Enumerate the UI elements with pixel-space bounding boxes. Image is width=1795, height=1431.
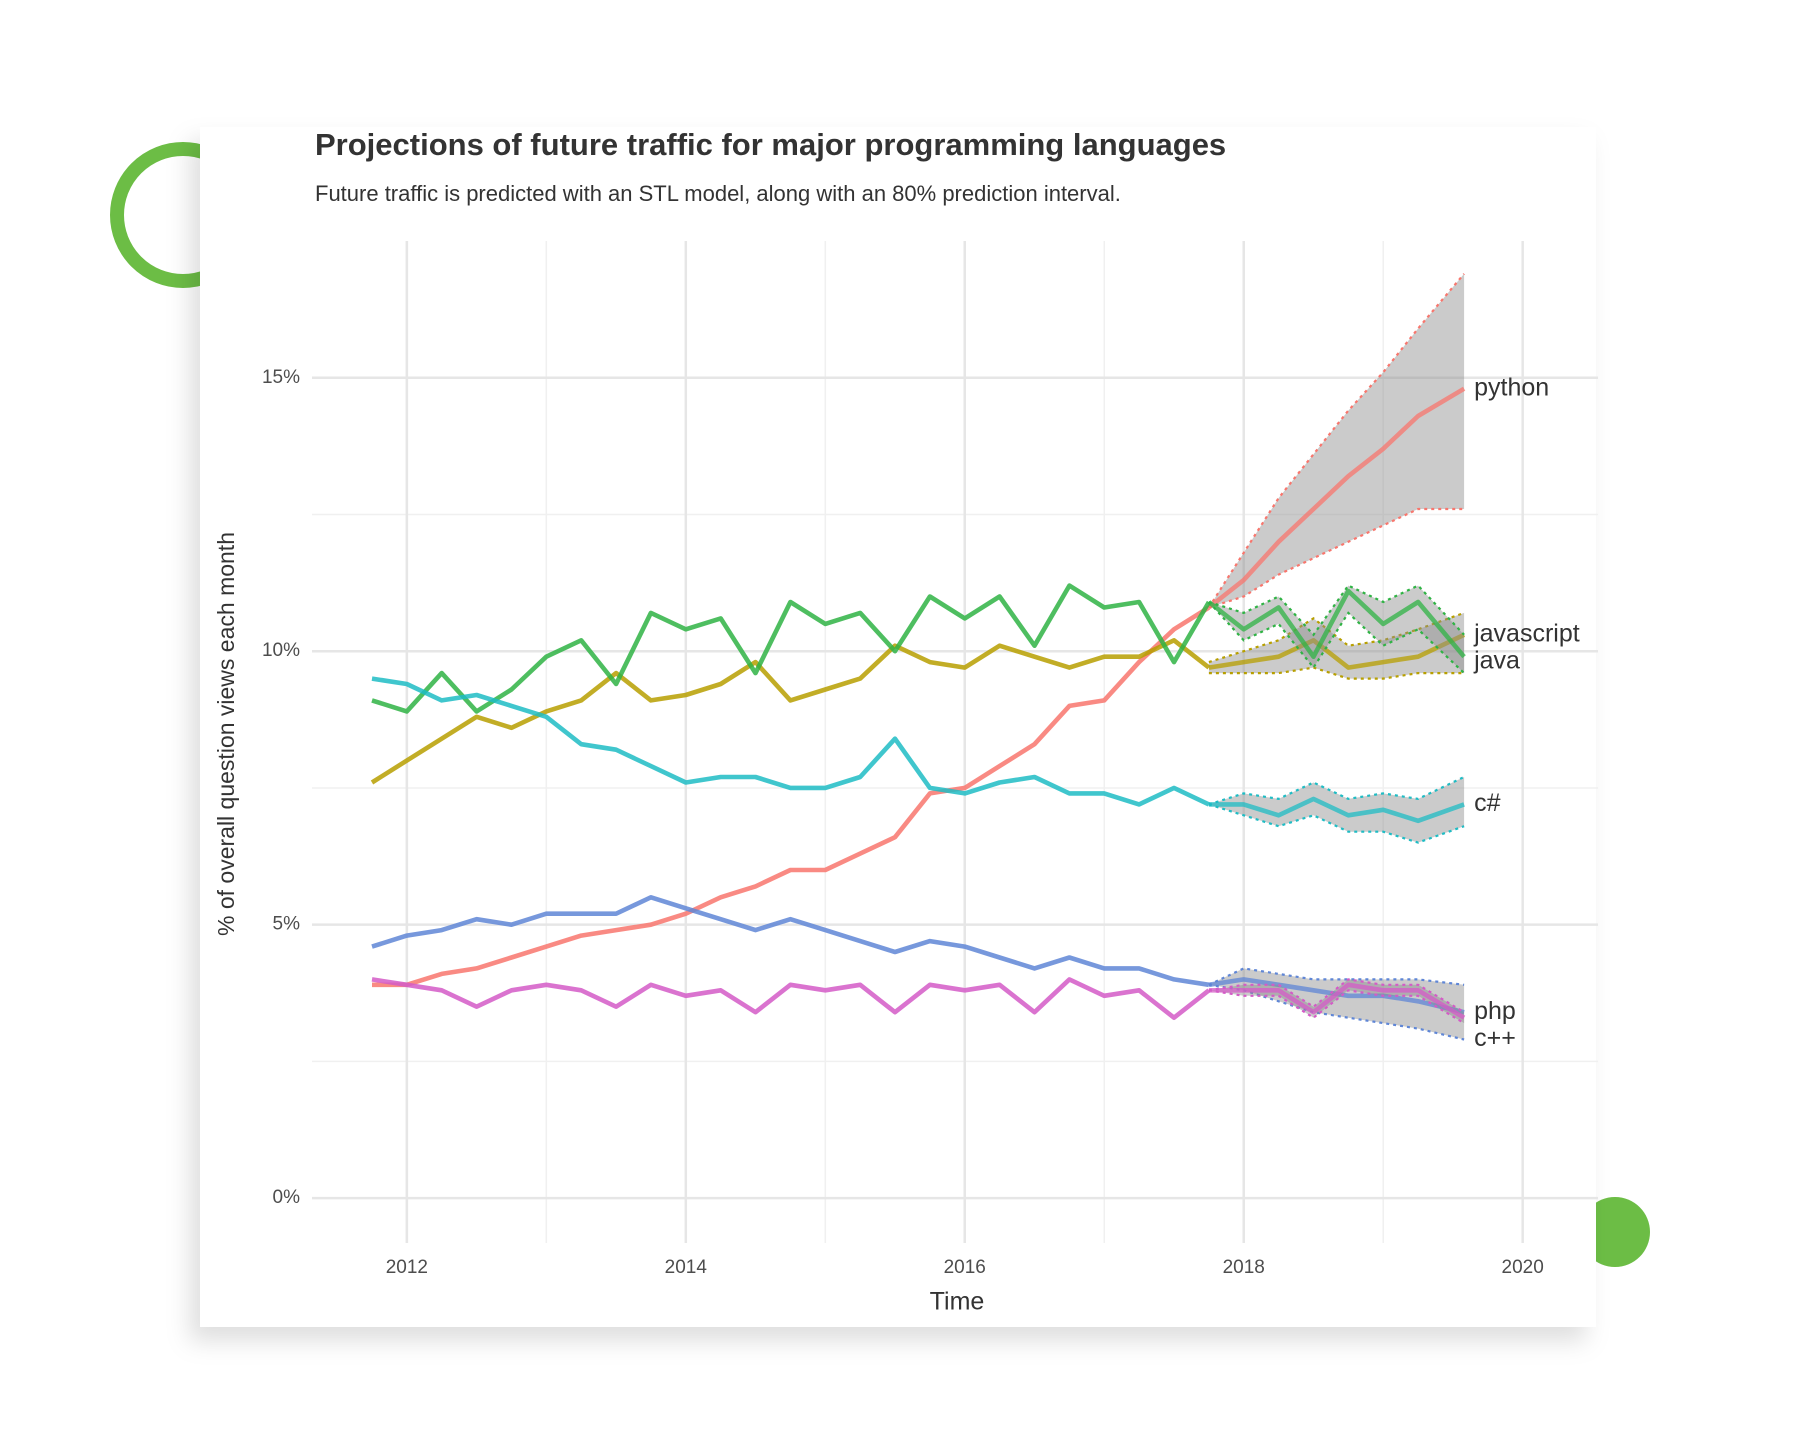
prediction-upper — [1208, 584, 1465, 637]
chart-title: Projections of future traffic for major … — [315, 127, 1226, 162]
x-tick-label: 2018 — [1223, 1257, 1265, 1278]
forecast-line — [1207, 588, 1466, 659]
prediction-lower — [1208, 989, 1465, 1025]
y-tick-label: 10% — [262, 640, 300, 661]
forecast-line — [1208, 632, 1466, 670]
series-label: php — [1474, 997, 1516, 1025]
series-label: c# — [1474, 789, 1501, 817]
prediction-upper — [1208, 978, 1465, 1014]
y-axis-label: % of overall question views each month — [213, 532, 239, 936]
history-line — [371, 676, 1210, 807]
forecast-line — [1208, 982, 1466, 1020]
prediction-upper — [1208, 967, 1465, 986]
prediction-band — [1208, 585, 1465, 674]
x-tick-label: 2012 — [386, 1257, 428, 1278]
series-label: python — [1474, 373, 1549, 401]
x-tick-label: 2020 — [1502, 1257, 1544, 1278]
series-label: c++ — [1474, 1024, 1516, 1052]
prediction-upper — [1208, 611, 1465, 664]
history-line — [371, 895, 1210, 988]
x-tick-label: 2014 — [665, 1257, 708, 1278]
decor-dot — [1580, 1197, 1650, 1267]
history-line — [371, 583, 1211, 714]
x-tick-label: 2016 — [944, 1257, 986, 1278]
y-tick-label: 5% — [273, 914, 301, 935]
prediction-lower — [1208, 983, 1465, 1041]
series-label: java — [1473, 646, 1520, 674]
prediction-upper — [1208, 776, 1465, 806]
prediction-band — [1208, 273, 1465, 608]
y-tick-label: 0% — [273, 1187, 301, 1208]
forecast-line — [1207, 386, 1466, 610]
prediction-band — [1208, 612, 1465, 679]
prediction-lower — [1208, 601, 1465, 674]
series-label: javascript — [1473, 619, 1580, 647]
history-line — [372, 605, 1211, 988]
plot: 0% 5% 10% 15% 2012 2014 2016 2018 2020 python java… — [262, 241, 1598, 1278]
y-tick-label: 15% — [262, 367, 300, 388]
prediction-lower — [1208, 803, 1465, 844]
prediction-lower — [1208, 666, 1465, 680]
chart-subtitle: Future traffic is predicted with an STL … — [315, 181, 1121, 206]
prediction-lower — [1208, 507, 1465, 609]
history-line — [371, 977, 1211, 1020]
card — [200, 127, 1596, 1327]
history-line — [370, 638, 1211, 785]
forecast-line — [1208, 796, 1465, 824]
x-axis-label: Time — [930, 1288, 985, 1316]
